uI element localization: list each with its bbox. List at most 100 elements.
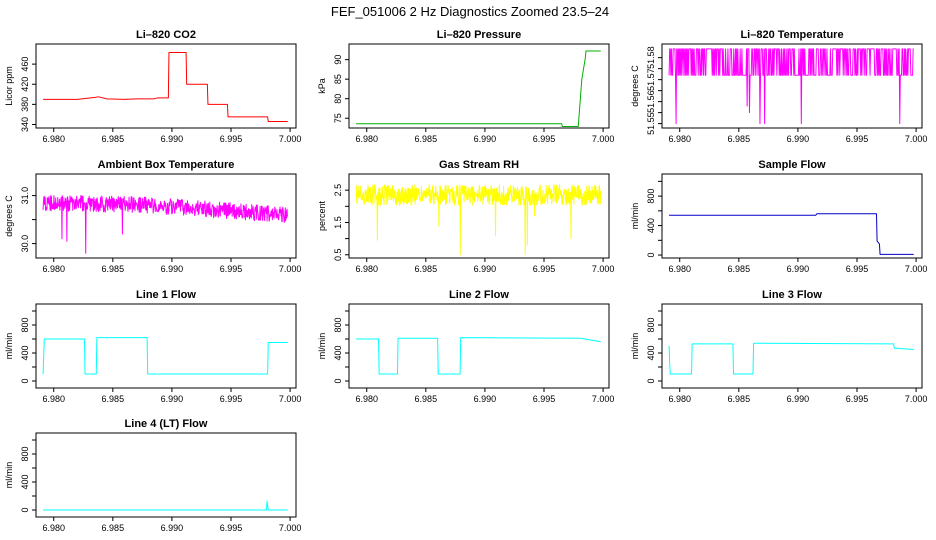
chart-panels: Li–820 CO2 Licor ppm 6.980 6.985 6.990 6.995 7… — [4, 29, 927, 533]
x-tick-label: 6.980 — [42, 523, 65, 533]
plot-frame — [661, 303, 923, 389]
series-line — [356, 50, 601, 127]
y-tick-label: 51.57 — [646, 68, 656, 91]
panel-title: Li–820 CO2 — [136, 29, 196, 41]
chart-panel: Ambient Box Temperature degrees C 6.980 6.9… — [4, 159, 301, 274]
x-tick-label: 6.980 — [668, 134, 691, 144]
y-axis-label: Licor ppm — [4, 66, 14, 106]
y-tick-label: 0 — [20, 378, 30, 383]
plot-frame — [661, 173, 923, 259]
plot-area — [43, 52, 288, 122]
y-tick-label: 31.0 — [20, 187, 30, 205]
series-line — [668, 342, 914, 375]
x-tick-label: 6.980 — [355, 264, 378, 274]
plot-frame — [348, 173, 610, 259]
y-tick-label: 800 — [646, 317, 656, 332]
y-tick-label: 460 — [20, 57, 30, 72]
x-tick-label: 6.990 — [161, 264, 184, 274]
plot-area — [356, 337, 601, 375]
x-tick-label: 6.995 — [220, 394, 243, 404]
y-tick-label: 2.5 — [333, 184, 343, 197]
plot-frame — [35, 303, 297, 389]
figure-title: FEF_051006 2 Hz Diagnostics Zoomed 23.5–… — [331, 4, 609, 19]
x-tick-label: 6.985 — [728, 134, 751, 144]
chart-panel: Line 4 (LT) Flow ml/min 6.980 6.985 6.990 6.9… — [4, 418, 301, 533]
x-tick-label: 6.995 — [220, 523, 243, 533]
plot-frame — [35, 173, 297, 259]
y-axis-label: ml/min — [630, 333, 640, 360]
y-axis-label: ml/min — [317, 333, 327, 360]
x-tick-label: 6.995 — [220, 264, 243, 274]
plot-frame — [35, 432, 297, 518]
y-tick-label: 800 — [20, 317, 30, 332]
x-tick-label: 6.985 — [102, 394, 125, 404]
x-tick-label: 6.995 — [846, 264, 869, 274]
y-tick-label: 85 — [333, 74, 343, 84]
x-tick-label: 6.980 — [42, 394, 65, 404]
y-tick-label: 30.0 — [20, 235, 30, 253]
y-tick-label: 340 — [20, 117, 30, 132]
y-axis-label: percent — [317, 200, 327, 231]
x-tick-label: 6.985 — [728, 394, 751, 404]
y-tick-label: 1.5 — [333, 216, 343, 229]
y-tick-label: 400 — [333, 345, 343, 360]
x-tick-label: 6.995 — [220, 134, 243, 144]
x-tick-label: 6.990 — [161, 134, 184, 144]
chart-panel: Line 2 Flow ml/min 6.980 6.985 6.990 6.995 7.0… — [317, 289, 614, 404]
y-tick-label: 80 — [333, 94, 343, 104]
y-tick-label: 420 — [20, 77, 30, 92]
y-tick-label: 75 — [333, 113, 343, 123]
chart-panel: Sample Flow ml/min 6.980 6.985 6.990 6.995 7.0… — [630, 159, 927, 274]
y-tick-label: 51.55 — [646, 112, 656, 135]
panel-title: Line 1 Flow — [136, 289, 196, 301]
y-axis-label: ml/min — [4, 462, 14, 489]
y-axis-label: degrees C — [4, 195, 14, 237]
plot-area — [669, 213, 914, 255]
y-tick-label: 380 — [20, 97, 30, 112]
y-tick-label: 800 — [20, 446, 30, 461]
series-line — [42, 337, 288, 375]
x-tick-label: 7.000 — [279, 134, 302, 144]
series-line — [43, 500, 288, 511]
plot-area — [42, 195, 289, 254]
plot-frame — [348, 43, 610, 129]
x-tick-label: 6.980 — [42, 134, 65, 144]
chart-panel: Li–820 CO2 Licor ppm 6.980 6.985 6.990 6.995 7… — [4, 29, 301, 144]
y-axis-label: kPa — [317, 78, 327, 94]
series-line — [356, 337, 601, 375]
x-tick-label: 6.985 — [415, 394, 438, 404]
y-axis-label: degrees C — [630, 65, 640, 107]
y-tick-label: 0 — [646, 253, 656, 258]
panel-title: Ambient Box Temperature — [98, 159, 235, 171]
x-tick-label: 6.980 — [42, 264, 65, 274]
x-tick-label: 6.985 — [415, 264, 438, 274]
y-tick-label: 0 — [646, 378, 656, 383]
plot-area — [668, 48, 914, 125]
panel-title: Li–820 Pressure — [437, 29, 521, 41]
x-tick-label: 7.000 — [592, 394, 615, 404]
chart-panel: Line 3 Flow ml/min 6.980 6.985 6.990 6.995 7.0… — [630, 289, 927, 404]
chart-panel: Gas Stream RH percent 6.980 6.985 6.990 6.995… — [317, 159, 614, 274]
plot-area — [356, 50, 601, 127]
x-tick-label: 6.985 — [102, 134, 125, 144]
y-tick-label: 400 — [20, 345, 30, 360]
x-tick-label: 7.000 — [905, 264, 928, 274]
y-tick-label: 0 — [20, 507, 30, 512]
chart-panel: Line 1 Flow ml/min 6.980 6.985 6.990 6.995 7.0… — [4, 289, 301, 404]
y-tick-label: 800 — [333, 317, 343, 332]
y-axis-label: ml/min — [630, 203, 640, 230]
y-tick-label: 90 — [333, 55, 343, 65]
plot-area — [43, 500, 288, 511]
plot-frame — [35, 43, 297, 129]
chart-panel: Li–820 Pressure kPa 6.980 6.985 6.990 6.995 7.… — [317, 29, 614, 144]
series-line — [43, 52, 288, 122]
x-tick-label: 6.985 — [102, 264, 125, 274]
x-tick-label: 6.990 — [161, 394, 184, 404]
series-line — [42, 195, 289, 254]
x-tick-label: 6.990 — [787, 134, 810, 144]
x-tick-label: 7.000 — [592, 134, 615, 144]
x-tick-label: 7.000 — [905, 394, 928, 404]
x-tick-label: 6.995 — [533, 264, 556, 274]
x-tick-label: 6.990 — [474, 134, 497, 144]
plot-area — [668, 342, 914, 375]
